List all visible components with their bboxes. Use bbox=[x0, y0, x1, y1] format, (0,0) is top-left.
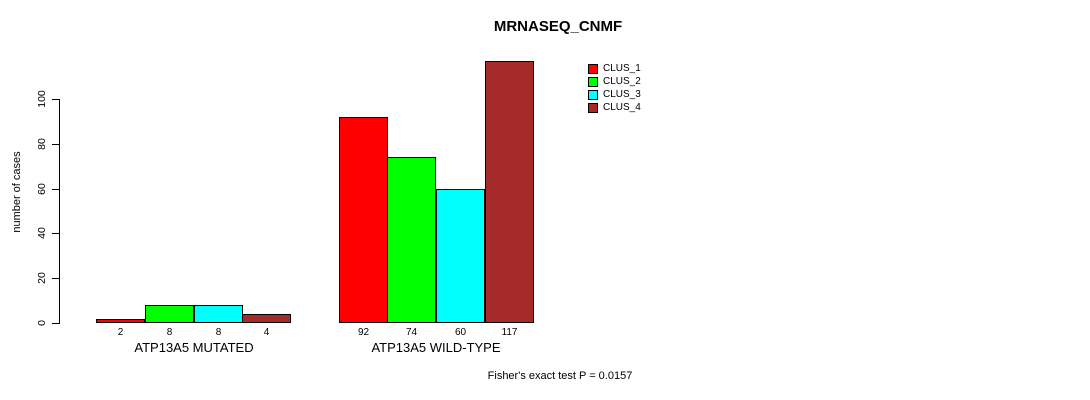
bar-value-label: 2 bbox=[117, 327, 124, 338]
bar-clus_4-group2 bbox=[485, 60, 534, 323]
legend-label-clus_3: CLUS_3 bbox=[603, 89, 641, 100]
y-tick-label: 20 bbox=[36, 272, 48, 285]
y-tick-mark bbox=[52, 99, 60, 100]
y-tick-label: 100 bbox=[36, 90, 48, 108]
legend-swatch-clus_3 bbox=[588, 90, 598, 100]
legend-swatch-clus_2 bbox=[588, 77, 598, 87]
y-tick-mark bbox=[52, 323, 60, 324]
y-tick-label: 40 bbox=[36, 227, 48, 240]
legend-swatch-clus_4 bbox=[588, 103, 598, 113]
bar-clus_2-group1 bbox=[145, 305, 194, 323]
group-label-mutated: ATP13A5 MUTATED bbox=[134, 340, 254, 355]
y-tick-mark bbox=[52, 278, 60, 280]
y-tick-mark bbox=[52, 143, 60, 145]
legend-swatch-clus_1 bbox=[588, 64, 598, 74]
y-axis-line bbox=[59, 99, 60, 323]
bar-clus_2-group2 bbox=[387, 157, 436, 323]
group-label-wild-type: ATP13A5 WILD-TYPE bbox=[371, 340, 501, 355]
bar-value-label: 117 bbox=[501, 327, 518, 338]
bar-clus_4-group1 bbox=[242, 314, 291, 323]
bar-value-label: 60 bbox=[454, 327, 467, 338]
chart-title: MRNASEQ_CNMF bbox=[493, 18, 623, 35]
bar-value-label: 8 bbox=[166, 327, 173, 338]
fisher-test-annotation: Fisher's exact test P = 0.0157 bbox=[487, 370, 633, 382]
bar-value-label: 8 bbox=[215, 327, 222, 338]
bar-value-label: 4 bbox=[263, 327, 270, 338]
y-tick-mark bbox=[52, 188, 60, 190]
y-tick-label: 80 bbox=[36, 137, 48, 150]
bar-clus_3-group1 bbox=[194, 305, 243, 323]
legend-label-clus_2: CLUS_2 bbox=[603, 76, 641, 87]
y-tick-mark bbox=[52, 233, 60, 235]
bar-clus_3-group2 bbox=[436, 188, 485, 323]
y-tick-label: 0 bbox=[36, 320, 48, 326]
legend-label-clus_4: CLUS_4 bbox=[603, 102, 641, 113]
bar-value-label: 74 bbox=[405, 327, 418, 338]
bar-clus_1-group1 bbox=[96, 318, 145, 323]
legend-label-clus_1: CLUS_1 bbox=[603, 63, 641, 74]
bar-value-label: 92 bbox=[357, 327, 370, 338]
y-tick-label: 60 bbox=[36, 182, 48, 195]
bar-clus_1-group2 bbox=[339, 116, 388, 323]
